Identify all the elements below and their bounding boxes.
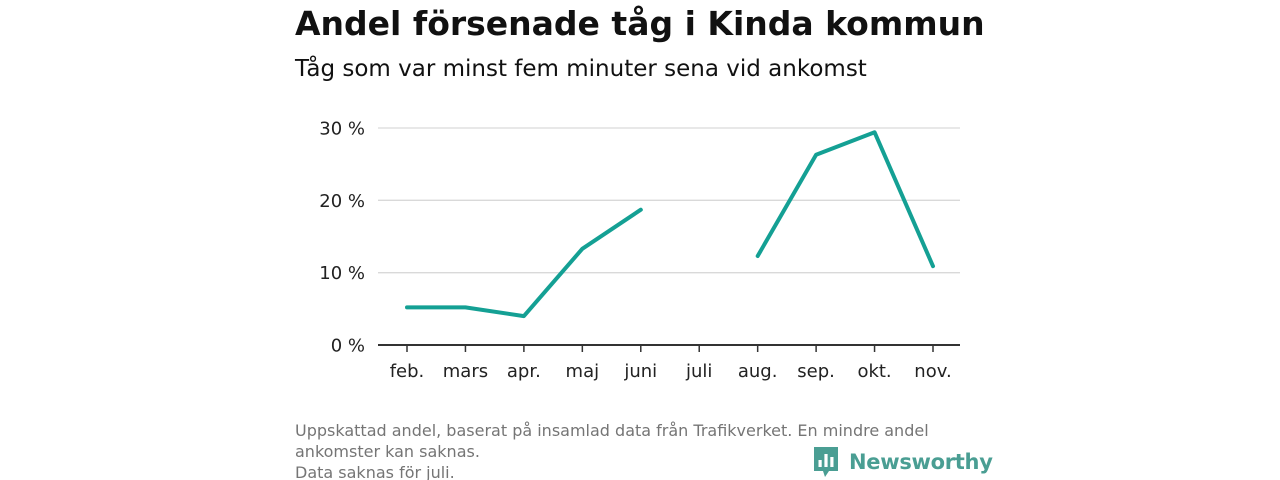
x-tick-label: sep. bbox=[797, 361, 835, 382]
x-tick-label: maj bbox=[566, 361, 600, 382]
x-tick-label: nov. bbox=[914, 361, 951, 382]
y-tick-label: 0 % bbox=[331, 336, 365, 357]
x-tick-label: juli bbox=[685, 361, 712, 382]
series-line-segment bbox=[405, 207, 643, 319]
grid-lines bbox=[378, 127, 960, 274]
x-tick-label: mars bbox=[443, 361, 488, 382]
x-tick-label: feb. bbox=[390, 361, 425, 382]
y-axis-tick-labels: 0 % 10 % 20 % 30 % bbox=[319, 119, 365, 357]
x-axis bbox=[378, 344, 960, 352]
line-chart: 0 % 10 % 20 % 30 % feb. mars apr. maj juni juli a… bbox=[319, 119, 960, 382]
x-tick-label: apr. bbox=[507, 361, 541, 382]
x-tick-label: juni bbox=[623, 361, 657, 382]
bar-chart-speech-bubble-icon bbox=[814, 447, 838, 477]
series-line-segment bbox=[755, 130, 935, 269]
series-lines bbox=[405, 130, 935, 319]
x-tick-label: aug. bbox=[738, 361, 778, 382]
chart-subtitle: Tåg som var minst fem minuter sena vid a… bbox=[295, 56, 867, 82]
chart-footer: Uppskattad andel, baserat på insamlad da… bbox=[295, 420, 985, 480]
chart-title: Andel försenade tåg i Kinda kommun bbox=[295, 4, 985, 43]
y-tick-label: 10 % bbox=[319, 263, 365, 284]
footer-note-source: Uppskattad andel, baserat på insamlad da… bbox=[295, 421, 929, 461]
x-axis-tick-labels: feb. mars apr. maj juni juli aug. sep. okt. nov. bbox=[390, 361, 952, 382]
footer-note-missing: Data saknas för juli. bbox=[295, 463, 455, 480]
brand-logo: Newsworthy bbox=[812, 444, 993, 480]
y-tick-label: 20 % bbox=[319, 191, 365, 212]
brand-name: Newsworthy bbox=[849, 450, 993, 474]
x-tick-label: okt. bbox=[857, 361, 891, 382]
y-tick-label: 30 % bbox=[319, 119, 365, 140]
